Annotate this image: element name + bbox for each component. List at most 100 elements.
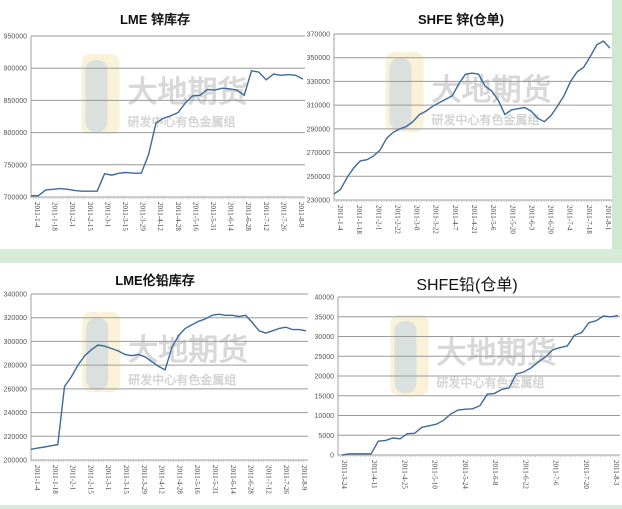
x-tick-label: 2011-4-28 bbox=[174, 202, 182, 231]
y-tick-label: 290000 bbox=[307, 126, 330, 133]
y-tick-label: 260000 bbox=[4, 386, 27, 393]
series-line bbox=[30, 313, 307, 450]
y-tick-label: 240000 bbox=[4, 410, 27, 417]
x-tick-label: 2011-6-20 bbox=[547, 205, 555, 234]
x-tick-label: 2011-4-12 bbox=[156, 202, 164, 231]
x-tick-label: 2011-2-22 bbox=[393, 205, 401, 234]
y-tick-label: 0 bbox=[330, 453, 334, 460]
x-tick-label: 2011-4-7 bbox=[451, 205, 459, 231]
x-tick-label: 2011-7-12 bbox=[262, 202, 270, 231]
chart-shfe-lead: SHFE铅(仓单) 大地期货 研发中心有色金属组 40000 35000 30000 25… bbox=[312, 267, 622, 505]
x-tick-label: 2011-6-8 bbox=[491, 460, 499, 486]
x-tick-label: 2011-3-15 bbox=[121, 202, 129, 231]
x-tick-label: 2011-5-20 bbox=[508, 205, 516, 234]
watermark-sub: 研发中心有色金属组 bbox=[437, 375, 545, 390]
y-tick-label: 950000 bbox=[4, 34, 27, 41]
y-tick-label: 35000 bbox=[315, 314, 335, 321]
y-tick-label: 700000 bbox=[4, 195, 27, 202]
y-tick-label: 750000 bbox=[4, 162, 27, 169]
x-tick-label: 2011-1-4 bbox=[336, 205, 344, 231]
watermark-brand: 大地期货 bbox=[437, 336, 557, 371]
chart-lme-lead: LME伦铅库存 大地期货 研发中心有色金属组 340000 320000 300000 2… bbox=[0, 263, 310, 505]
x-tick-label: 2011-3-8 bbox=[413, 205, 421, 231]
x-tick-label: 2011-1-18 bbox=[51, 202, 59, 231]
x-tick-label: 2011-3-1 bbox=[104, 465, 112, 491]
chart-shfe-zinc: SHFE 锌(仓单) 大地期货 研发中心有色金属组 370000 350000 3300… bbox=[307, 0, 612, 249]
x-tick-label: 2011-8-9 bbox=[297, 202, 305, 228]
x-tick-label: 2011-8-3 bbox=[612, 460, 620, 486]
x-tick-label: 2011-5-6 bbox=[489, 205, 497, 231]
y-tick-label: 370000 bbox=[307, 32, 330, 39]
x-tick-label: 2011-7-4 bbox=[566, 205, 574, 231]
y-tick-label: 900000 bbox=[4, 66, 27, 73]
x-tick-label: 2011-6-22 bbox=[521, 460, 529, 489]
chart-title: LME伦铅库存 bbox=[115, 273, 195, 288]
watermark-brand: 大地期货 bbox=[128, 75, 248, 110]
x-tick-label: 2011-8-9 bbox=[300, 465, 308, 491]
chart-title: SHFE 锌(仓单) bbox=[418, 12, 504, 27]
y-tick-label: 10000 bbox=[315, 413, 335, 420]
x-tick-label: 2011-7-26 bbox=[279, 202, 287, 231]
x-tick-label: 2011-5-24 bbox=[461, 460, 469, 489]
x-tick-label: 2011-2-1 bbox=[374, 205, 382, 231]
y-tick-label: 220000 bbox=[4, 434, 27, 441]
x-tick-label: 2011-2-1 bbox=[68, 202, 76, 228]
y-tick-label: 230000 bbox=[307, 198, 330, 205]
x-tick-label: 2011-4-11 bbox=[370, 460, 378, 489]
chart-title: LME 锌库存 bbox=[119, 12, 191, 27]
y-tick-label: 300000 bbox=[4, 339, 27, 346]
background-strip bbox=[612, 0, 622, 256]
x-tick-label: 2011-4-12 bbox=[158, 465, 166, 494]
x-tick-label: 2011-3-22 bbox=[432, 205, 440, 234]
x-tick-label: 2011-3-29 bbox=[140, 465, 148, 494]
x-tick-label: 2011-2-15 bbox=[86, 202, 94, 231]
x-tick-label: 2011-5-16 bbox=[191, 202, 199, 231]
y-tick-label: 350000 bbox=[307, 55, 330, 62]
series-line bbox=[31, 70, 304, 197]
x-tick-label: 2011-7-6 bbox=[552, 460, 560, 486]
chart-lme-zinc: LME 锌库存 大地期货研发中心有色金属组 950000 900000 850000 8… bbox=[0, 0, 310, 249]
x-tick-label: 2011-6-28 bbox=[247, 465, 255, 494]
x-tick-label: 2011-5-10 bbox=[431, 460, 439, 489]
x-tick-label: 2011-8-1 bbox=[604, 205, 612, 231]
x-tick-label: 2011-5-31 bbox=[209, 202, 217, 231]
y-tick-label: 20000 bbox=[315, 374, 335, 381]
x-tick-label: 2011-7-12 bbox=[264, 465, 272, 494]
x-tick-label: 2011-3-15 bbox=[122, 465, 130, 494]
y-tick-label: 330000 bbox=[307, 79, 330, 86]
y-tick-label: 5000 bbox=[318, 433, 334, 440]
x-tick-label: 2011-1-18 bbox=[355, 205, 363, 234]
y-tick-label: 250000 bbox=[307, 174, 330, 181]
x-tick-label: 2011-4-21 bbox=[470, 205, 478, 234]
y-tick-label: 40000 bbox=[315, 295, 335, 302]
bottom-band bbox=[0, 505, 622, 509]
x-tick-label: 2011-3-24 bbox=[340, 460, 348, 489]
y-tick-label: 200000 bbox=[4, 458, 27, 465]
y-tick-label: 850000 bbox=[4, 98, 27, 105]
x-tick-label: 2011-6-14 bbox=[229, 465, 237, 494]
x-tick-label: 2011-7-20 bbox=[582, 460, 590, 489]
x-tick-label: 2011-5-31 bbox=[211, 465, 219, 494]
chart-title: SHFE铅(仓单) bbox=[416, 277, 518, 294]
x-tick-label: 2011-1-4 bbox=[33, 202, 41, 228]
x-tick-label: 2011-6-28 bbox=[244, 202, 252, 231]
y-tick-label: 800000 bbox=[4, 130, 27, 137]
watermark-sub: 研发中心有色金属组 bbox=[432, 112, 540, 127]
watermark-sub: 研发中心有色金属组 bbox=[128, 114, 236, 129]
x-tick-label: 2011-3-29 bbox=[139, 202, 147, 231]
x-tick-label: 2011-4-28 bbox=[175, 465, 183, 494]
y-tick-label: 15000 bbox=[315, 393, 335, 400]
y-tick-label: 310000 bbox=[307, 103, 330, 110]
y-tick-label: 340000 bbox=[4, 292, 27, 299]
x-tick-label: 2011-6-14 bbox=[227, 202, 235, 231]
series-line bbox=[333, 40, 611, 195]
x-tick-label: 2011-7-18 bbox=[585, 205, 593, 234]
watermark-brand: 大地期货 bbox=[128, 333, 248, 368]
